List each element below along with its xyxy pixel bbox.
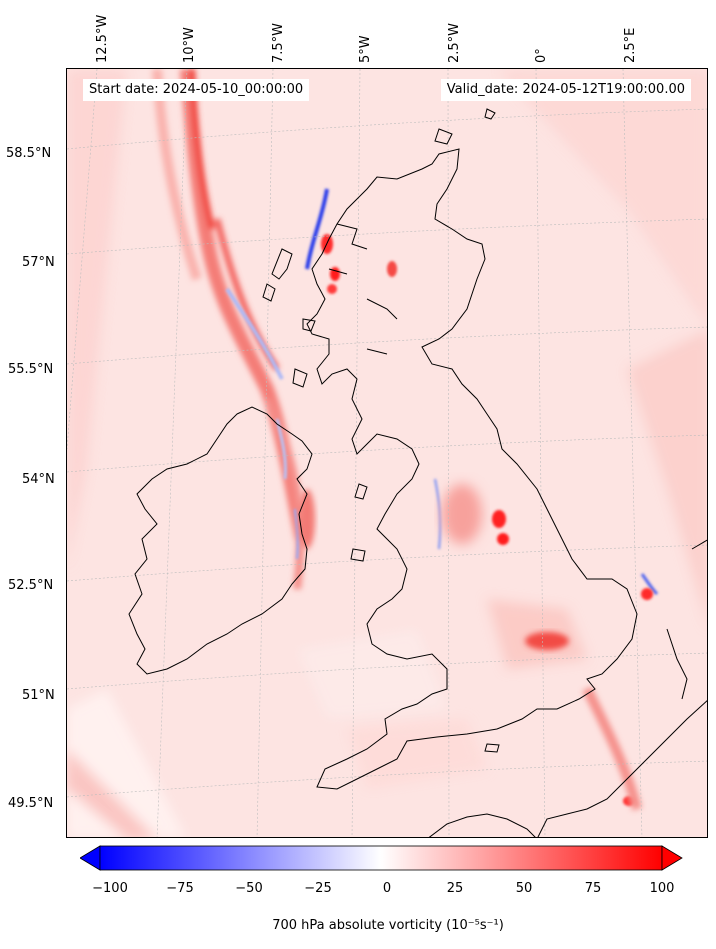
lon-label-10w: 10°W bbox=[182, 27, 197, 63]
colorbar-tick: −25 bbox=[304, 881, 332, 896]
lat-label-49-5n: 49.5°N bbox=[8, 796, 54, 811]
map-canvas bbox=[67, 69, 707, 837]
valid-date-label: Valid_date: 2024-05-12T19:00:00.00 bbox=[440, 79, 691, 101]
great-britain-coast bbox=[306, 148, 638, 790]
lat-label-54n: 54°N bbox=[22, 472, 55, 487]
ireland-coast bbox=[128, 406, 313, 675]
lat-label-58-5n: 58.5°N bbox=[6, 146, 52, 161]
field-smooth-patches bbox=[67, 69, 707, 837]
lat-label-51n: 51°N bbox=[22, 688, 55, 703]
vorticity-map: Start date: 2024-05-10_00:00:00 Valid_da… bbox=[66, 68, 708, 838]
colorbar-gradient bbox=[99, 845, 663, 871]
colorbar-tick: −100 bbox=[92, 881, 128, 896]
start-date-label: Start date: 2024-05-10_00:00:00 bbox=[83, 79, 310, 101]
lat-label-52-5n: 52.5°N bbox=[8, 578, 54, 593]
colorbar-tick: 0 bbox=[382, 881, 392, 896]
colorbar-tick: 50 bbox=[515, 881, 533, 896]
colorbar-tick: −50 bbox=[235, 881, 263, 896]
colorbar-max-extend bbox=[661, 845, 683, 871]
lon-label-5w: 5°W bbox=[358, 35, 373, 63]
lat-label-55-5n: 55.5°N bbox=[8, 362, 54, 377]
colorbar-min-extend bbox=[80, 845, 101, 871]
coastlines bbox=[128, 108, 707, 837]
colorbar-tick: −75 bbox=[166, 881, 194, 896]
colorbar-tick: 75 bbox=[584, 881, 602, 896]
lon-label-7-5w: 7.5°W bbox=[271, 22, 286, 63]
colorbar-tick: 25 bbox=[446, 881, 464, 896]
lon-label-0: 0° bbox=[534, 48, 549, 63]
colorbar-tick: 100 bbox=[649, 881, 675, 896]
lon-label-2-5e: 2.5°E bbox=[623, 27, 638, 63]
lon-label-2-5w: 2.5°W bbox=[447, 22, 462, 63]
colorbar bbox=[80, 845, 683, 871]
lon-label-12-5w: 12.5°W bbox=[95, 14, 110, 63]
france-coast bbox=[537, 700, 707, 837]
lat-label-57n: 57°N bbox=[22, 255, 55, 270]
vorticity-negative-streaks bbox=[225, 188, 659, 596]
colorbar-label: 700 hPa absolute vorticity (10⁻⁵s⁻¹) bbox=[272, 918, 504, 933]
